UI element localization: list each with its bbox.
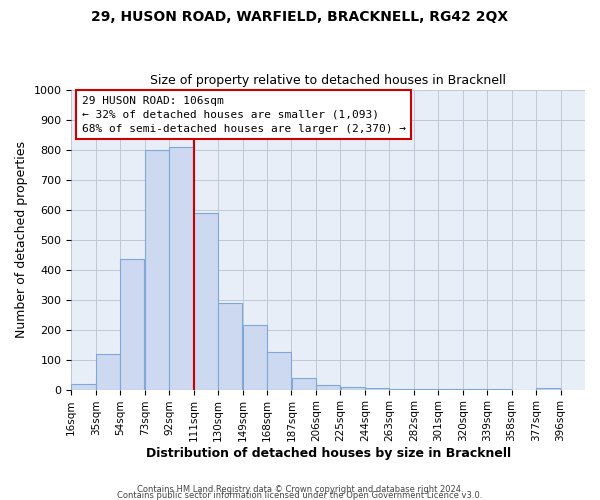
Bar <box>316 385 340 390</box>
Text: 29, HUSON ROAD, WARFIELD, BRACKNELL, RG42 2QX: 29, HUSON ROAD, WARFIELD, BRACKNELL, RG4… <box>91 10 509 24</box>
Title: Size of property relative to detached houses in Bracknell: Size of property relative to detached ho… <box>150 74 506 87</box>
Bar <box>121 259 145 390</box>
Bar <box>96 354 120 390</box>
Bar <box>414 389 438 390</box>
Text: Contains public sector information licensed under the Open Government Licence v3: Contains public sector information licen… <box>118 490 482 500</box>
Bar <box>439 389 463 390</box>
Bar <box>169 146 193 390</box>
Bar <box>194 212 218 390</box>
Bar <box>389 388 413 390</box>
Bar <box>341 386 365 390</box>
Y-axis label: Number of detached properties: Number of detached properties <box>15 141 28 338</box>
Bar <box>536 388 560 390</box>
Text: 29 HUSON ROAD: 106sqm
← 32% of detached houses are smaller (1,093)
68% of semi-d: 29 HUSON ROAD: 106sqm ← 32% of detached … <box>82 96 406 134</box>
Bar <box>292 378 316 390</box>
Bar <box>267 352 291 390</box>
X-axis label: Distribution of detached houses by size in Bracknell: Distribution of detached houses by size … <box>146 447 511 460</box>
Bar <box>71 384 95 390</box>
Bar <box>218 302 242 390</box>
Text: Contains HM Land Registry data © Crown copyright and database right 2024.: Contains HM Land Registry data © Crown c… <box>137 484 463 494</box>
Bar <box>145 150 169 390</box>
Bar <box>365 388 389 390</box>
Bar <box>243 325 267 390</box>
